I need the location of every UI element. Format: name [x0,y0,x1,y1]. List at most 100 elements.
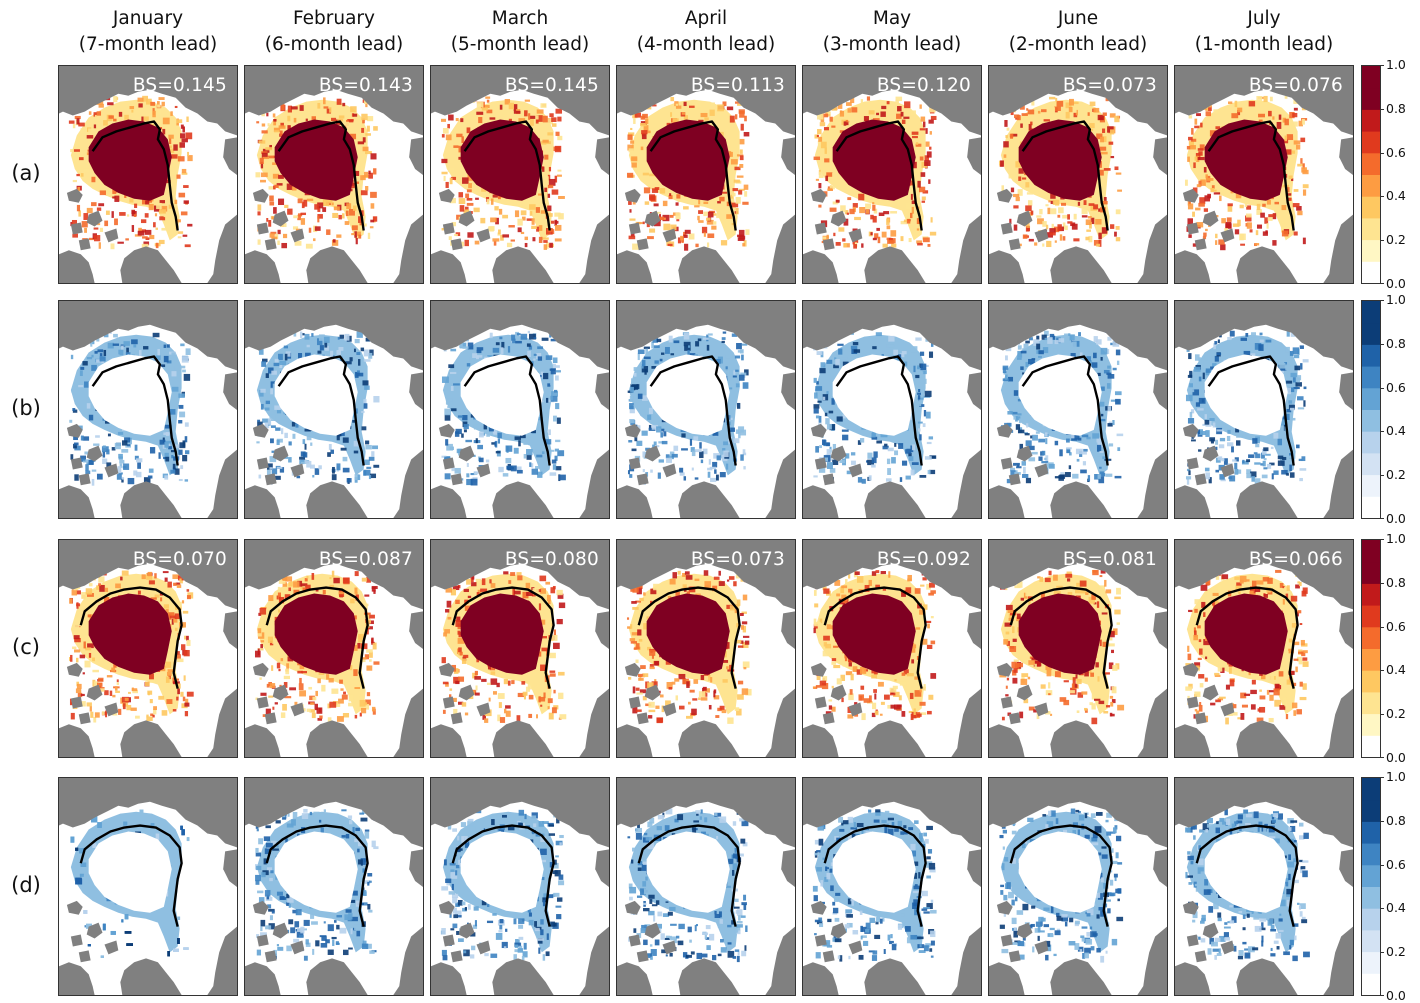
prob-cell [182,370,186,373]
prob-cell [123,703,126,709]
prob-cell [726,464,728,470]
prob-cell [1104,197,1107,201]
prob-cell [1007,128,1010,131]
prob-cell [894,443,896,447]
prob-cell [468,183,472,188]
prob-cell [160,200,165,203]
prob-cell [1214,341,1217,344]
land-mass [290,229,304,243]
prob-cell [925,456,932,460]
prob-cell [255,172,260,177]
prob-cell [830,117,833,122]
prob-cell [682,112,685,114]
prob-cell [738,190,742,194]
prob-cell [733,370,735,374]
prob-cell [876,113,879,115]
prob-cell [285,669,289,675]
prob-cell [184,650,190,656]
prob-cell [103,445,106,448]
prob-cell [649,229,655,233]
land-mass [823,473,835,485]
prob-cell [493,691,497,695]
land-mass [306,481,367,518]
prob-cell [183,185,189,188]
prob-cell [76,174,79,176]
prob-cell [1027,192,1033,194]
prob-cell [830,185,832,188]
land-mass [617,250,653,283]
prob-cell [145,681,150,686]
prob-cell [1290,472,1295,477]
prob-cell [1242,460,1244,463]
prob-cell [1023,467,1026,474]
map-panel: BS=0.080 [430,539,610,758]
prob-cell [161,228,166,231]
prob-cell [1016,424,1020,430]
prob-cell [718,571,720,576]
month-label: March [429,6,611,32]
prob-cell [548,698,553,703]
prob-cell [923,423,926,427]
prob-cell [146,715,148,718]
land-mass [223,372,237,410]
prob-cell [643,222,645,225]
prob-cell [474,676,481,680]
prob-cell [680,236,683,241]
land-mass [1203,211,1219,227]
prob-cell [912,207,914,214]
prob-cell [261,173,268,178]
prob-cell [360,696,362,698]
prob-cell [92,658,95,662]
prob-cell [672,572,677,578]
column-header: June(2-month lead) [987,6,1169,58]
prob-cell [442,377,449,383]
brier-score-label: BS=0.145 [133,75,227,96]
colorbar-tick-mark [1380,300,1384,301]
prob-cell [273,113,276,117]
prob-cell [1024,344,1029,350]
prob-cell [1285,96,1288,99]
prob-cell [257,204,261,210]
prob-cell [275,427,280,430]
prob-cell [694,205,699,207]
prob-cell [443,682,449,685]
prob-cell [119,460,124,464]
prob-cell [271,425,276,428]
prob-cell [733,438,739,443]
prob-cell [653,345,659,348]
prob-cell [373,396,379,402]
prob-cell [1017,413,1021,415]
prob-cell [1205,414,1207,419]
prob-cell [1003,367,1007,373]
prob-cell [690,690,695,693]
prob-cell [736,208,739,214]
prob-cell [823,237,826,239]
prob-cell [186,117,188,122]
prob-cell [822,400,825,403]
prob-cell [698,210,703,214]
land-mass [1009,473,1021,485]
prob-cell [372,445,378,449]
prob-cell [896,97,903,101]
prob-cell [168,669,174,672]
prob-cell [361,708,366,713]
prob-cell [83,213,88,220]
prob-cell [362,578,367,582]
prob-cell [713,221,716,224]
prob-cell [903,117,909,119]
prob-cell [281,712,285,718]
prob-cell [339,591,344,594]
prob-cell [1288,400,1292,403]
prob-cell [542,167,544,172]
sea-ice-probability-map [59,301,237,518]
prob-cell [1076,449,1083,454]
prob-cell [916,142,918,145]
prob-cell [539,603,541,610]
prob-cell [1190,412,1193,418]
prob-cell [315,691,318,696]
prob-cell [889,345,894,348]
colorbar-segment [1362,344,1380,366]
prob-cell [95,435,100,437]
prob-cell [921,379,927,384]
prob-cell [348,703,354,707]
